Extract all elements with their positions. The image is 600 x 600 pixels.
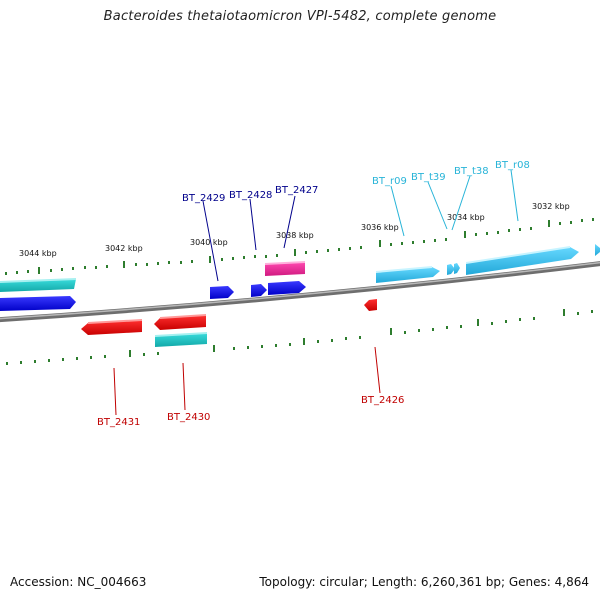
label-btt39[interactable]: BT_t39 — [411, 172, 446, 183]
label-btr09[interactable]: BT_r09 — [372, 176, 407, 187]
gene-bt2430-teal[interactable] — [155, 332, 207, 347]
gene-bt2429[interactable] — [210, 286, 234, 299]
map-title: Bacteroides thetaiotaomicron VPI-5482, c… — [103, 9, 497, 24]
scale-label-3036: 3036 kbp — [361, 223, 399, 232]
gene-bt2431[interactable] — [81, 319, 142, 335]
upper-scale-ticks — [5, 218, 594, 275]
gene-bt2427-magenta[interactable] — [265, 261, 305, 276]
rna-cyan-edge[interactable] — [595, 244, 600, 256]
gene-bt2426[interactable] — [364, 299, 377, 311]
scale-label-3044: 3044 kbp — [19, 249, 57, 258]
label-bt2426[interactable]: BT_2426 — [361, 395, 404, 406]
scale-label-3034: 3034 kbp — [447, 213, 485, 222]
gene-btt38[interactable] — [454, 263, 460, 274]
gene-bt2427[interactable] — [268, 281, 306, 295]
gene-btt39[interactable] — [447, 264, 455, 275]
scale-label-3032: 3032 kbp — [532, 202, 570, 211]
label-btr08[interactable]: BT_r08 — [495, 160, 530, 171]
cds-teal-upper-left[interactable] — [0, 278, 76, 292]
scale-label-3040: 3040 kbp — [190, 238, 228, 247]
label-bt2427[interactable]: BT_2427 — [275, 185, 318, 196]
gene-bt2428[interactable] — [251, 284, 267, 297]
scale-label-3042: 3042 kbp — [105, 244, 143, 253]
scale-label-3038: 3038 kbp — [276, 231, 314, 240]
label-btt38[interactable]: BT_t38 — [454, 166, 489, 177]
lower-scale-ticks — [6, 309, 593, 365]
genome-backbone — [0, 261, 600, 323]
gene-btr09[interactable] — [376, 266, 440, 283]
cds-blue-upper-left[interactable] — [0, 296, 76, 311]
gene-bt2430[interactable] — [154, 314, 206, 330]
label-bt2430[interactable]: BT_2430 — [167, 412, 210, 423]
label-bt2429[interactable]: BT_2429 — [182, 193, 225, 204]
genome-summary-text: Topology: circular; Length: 6,260,361 bp… — [259, 575, 589, 589]
leader-lines — [113, 169, 519, 416]
gene-btr08[interactable] — [466, 246, 579, 275]
label-bt2428[interactable]: BT_2428 — [229, 190, 272, 201]
label-bt2431[interactable]: BT_2431 — [97, 417, 140, 428]
accession-text: Accession: NC_004663 — [10, 575, 147, 589]
